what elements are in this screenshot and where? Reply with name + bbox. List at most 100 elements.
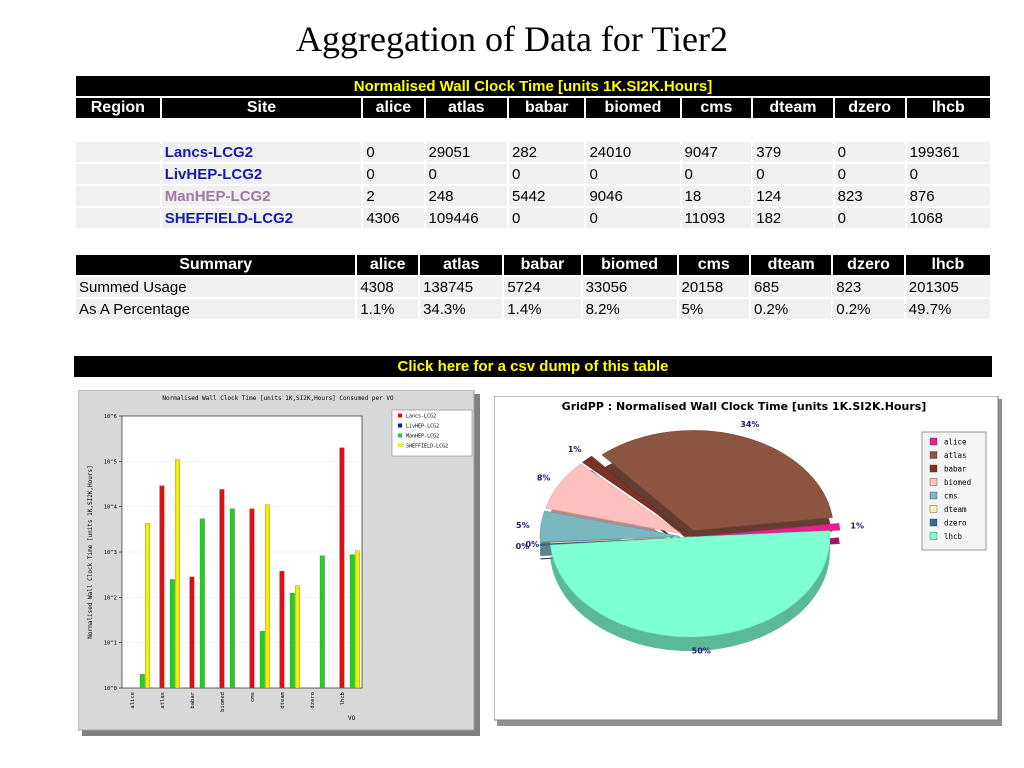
value-cell: 9046: [586, 186, 680, 206]
x-tick-label: dteam: [280, 691, 286, 708]
summary-value-cell: 34.3%: [420, 299, 503, 319]
pie-legend-swatch: [929, 532, 938, 540]
legend-swatch: [398, 433, 402, 438]
region-cell: [76, 164, 160, 184]
region-cell: [76, 142, 160, 162]
summary-value-cell: 823: [833, 277, 904, 297]
summary-col-header-biomed: biomed: [582, 255, 677, 275]
slide-title: Aggregation of Data for Tier2: [296, 19, 728, 59]
summary-col-header-summary: Summary: [76, 255, 356, 275]
value-cell: 0: [681, 164, 752, 184]
value-cell: 0: [509, 164, 585, 184]
summary-value-cell: 8.2%: [582, 299, 677, 319]
summary-col-header-babar: babar: [504, 255, 581, 275]
table-row: SHEFFIELD-LCG2 4306 109446 0 0 11093 182 0 1068: [76, 208, 990, 228]
bar-chart-title: Normalised Wall Clock Time [units 1K,SI2…: [162, 395, 394, 402]
pie-legend-swatch: [929, 464, 938, 473]
value-cell: 0: [834, 142, 905, 162]
value-cell: 199361: [906, 142, 990, 162]
pie-legend-swatch: [929, 505, 938, 513]
x-tick-label: atlas: [160, 692, 166, 709]
summary-value-cell: 138745: [420, 277, 503, 297]
summary-col-header-cms: cms: [678, 255, 750, 275]
summary-value-cell: 201305: [905, 277, 990, 297]
summary-row: As A Percentage 1.1% 34.3% 1.4% 8.2% 5% 0.2% 0.…: [76, 299, 990, 319]
region-cell: [76, 186, 160, 206]
bar-babar-manhep-lcg2: [199, 518, 205, 689]
value-cell: 0: [509, 208, 585, 228]
summary-value-cell: 1.1%: [357, 299, 419, 319]
pie-legend-label: dzero: [944, 519, 967, 528]
site-link[interactable]: ManHEP-LCG2: [161, 186, 362, 206]
pie-slice-cms: [539, 510, 681, 543]
summary-value-cell: 0.2%: [833, 299, 904, 319]
summary-value-cell: 49.7%: [905, 299, 990, 319]
value-cell: 823: [834, 186, 905, 206]
legend-swatch: [398, 413, 402, 418]
col-header-lhcb: lhcb: [906, 98, 990, 118]
bar-lhcb-manhep-lcg2: [349, 554, 355, 689]
wall-clock-table: Normalised Wall Clock Time [units 1K.SI2…: [74, 74, 992, 230]
pie-pct-label-dteam: 0%: [526, 540, 540, 549]
value-cell: 0: [363, 142, 424, 162]
summary-col-header-alice: alice: [357, 255, 419, 275]
pie-legend-label: babar: [944, 465, 967, 474]
pie-legend-label: lhcb: [944, 532, 963, 541]
pie-slice-alice: [699, 523, 841, 537]
bar-babar-lancs-lcg2: [189, 576, 195, 689]
value-cell: 124: [753, 186, 833, 206]
pie-legend-label: alice: [944, 438, 967, 447]
pie-pct-label-alice: 1%: [850, 521, 864, 530]
summary-value-cell: 4308: [357, 277, 419, 297]
pie-pct-label-dzero: 0%: [516, 542, 530, 551]
site-link[interactable]: Lancs-LCG2: [161, 142, 362, 162]
value-cell: 29051: [425, 142, 507, 162]
pie-pct-label-atlas: 34%: [740, 420, 759, 429]
summary-value-cell: 5724: [504, 277, 581, 297]
value-cell: 248: [425, 186, 507, 206]
summary-value-cell: 33056: [582, 277, 677, 297]
value-cell: 11093: [681, 208, 752, 228]
summary-value-cell: 1.4%: [504, 299, 581, 319]
summary-value-cell: 20158: [678, 277, 750, 297]
value-cell: 24010: [586, 142, 680, 162]
table-row: LivHEP-LCG2 0 0 0 0 0 0 0 0: [76, 164, 990, 184]
y-tick-label: 10^0: [104, 686, 117, 692]
pie-pct-label-lhcb: 50%: [692, 647, 711, 656]
csv-dump-link[interactable]: Click here for a csv dump of this table: [74, 356, 992, 377]
value-cell: 0: [586, 208, 680, 228]
col-header-babar: babar: [509, 98, 585, 118]
bar-biomed-lancs-lcg2: [219, 489, 225, 689]
col-header-site: Site: [161, 98, 362, 118]
pie-pct-label-cms: 5%: [516, 521, 530, 530]
col-header-dteam: dteam: [753, 98, 833, 118]
bar-alice-sheffield-lcg2: [145, 523, 150, 689]
region-cell: [76, 208, 160, 228]
value-cell: 182: [753, 208, 833, 228]
value-cell: 0: [834, 164, 905, 184]
bar-lhcb-sheffield-lcg2: [355, 550, 360, 689]
y-tick-label: 10^3: [104, 550, 117, 556]
bar-dteam-lancs-lcg2: [279, 570, 285, 689]
pie-slice-babar: [582, 455, 684, 533]
pie-legend-label: biomed: [944, 478, 971, 487]
legend-label: Lancs-LCG2: [406, 414, 436, 420]
value-cell: 9047: [681, 142, 752, 162]
bar-chart: Normalised Wall Clock Time [units 1K,SI2…: [78, 390, 480, 736]
summary-table: Summary alice atlas babar biomed cms dteam dzer…: [74, 253, 992, 321]
site-link[interactable]: LivHEP-LCG2: [161, 164, 362, 184]
value-cell: 5442: [509, 186, 585, 206]
bar-chart-xlabel: VO: [348, 715, 356, 722]
pie-slice-biomed: [545, 463, 682, 534]
y-tick-label: 10^1: [104, 641, 117, 647]
summary-col-header-dteam: dteam: [751, 255, 832, 275]
bar-atlas-manhep-lcg2: [169, 579, 175, 689]
summary-col-header-atlas: atlas: [420, 255, 503, 275]
bar-cms-manhep-lcg2: [259, 630, 265, 689]
site-link[interactable]: SHEFFIELD-LCG2: [161, 208, 362, 228]
value-cell: 0: [425, 164, 507, 184]
pie-slice-lhcb: [550, 530, 831, 638]
legend-swatch: [398, 443, 402, 448]
bar-biomed-manhep-lcg2: [229, 508, 235, 689]
col-header-region: Region: [76, 98, 160, 118]
